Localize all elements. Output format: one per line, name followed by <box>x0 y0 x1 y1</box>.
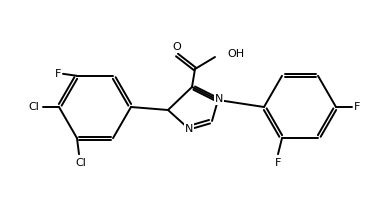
Text: N: N <box>185 124 193 134</box>
Text: Cl: Cl <box>75 158 87 168</box>
Text: F: F <box>354 102 360 112</box>
Text: F: F <box>275 158 281 168</box>
Text: F: F <box>55 69 61 79</box>
Text: Cl: Cl <box>29 102 39 112</box>
Text: OH: OH <box>227 49 244 59</box>
Text: O: O <box>173 42 182 52</box>
Text: N: N <box>215 94 223 104</box>
